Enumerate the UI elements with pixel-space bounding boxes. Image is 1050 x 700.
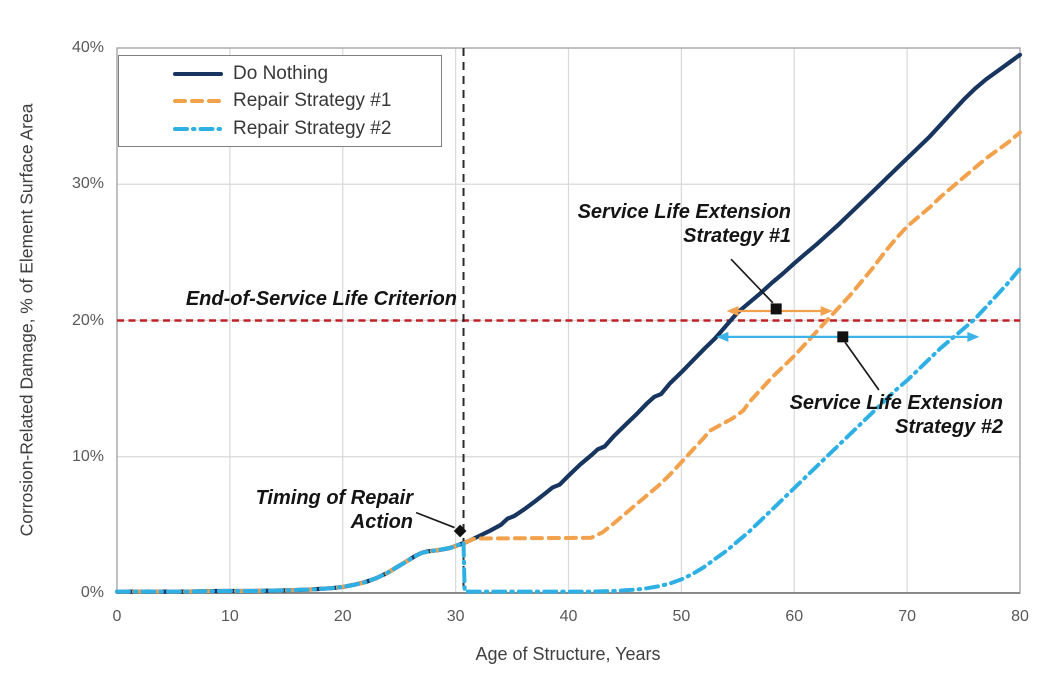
arrowhead-left-icon: [726, 305, 739, 316]
x-tick-label: 30: [446, 608, 465, 625]
dash-dot-line-swatch-icon: [173, 126, 223, 131]
x-tick-label: 0: [112, 608, 122, 625]
leader-line-sle2-leader: [844, 341, 880, 391]
dashed-line-swatch-icon: [173, 99, 223, 103]
annotation-text: Service Life Extension: [577, 201, 791, 223]
annotation-text: Strategy #2: [895, 416, 1003, 438]
leader-line-timing-leader: [415, 511, 455, 529]
x-tick-label: 60: [785, 608, 804, 625]
annotation-text: Timing of Repair: [255, 487, 413, 509]
legend-item-label: Do Nothing: [233, 62, 329, 84]
legend: Do Nothing Repair Strategy #1 Repair Str…: [118, 55, 442, 147]
annotation-timing-of-repair: Timing of Repair Action: [256, 486, 413, 534]
legend-item-label: Repair Strategy #1: [233, 90, 392, 111]
y-tick-label: 40%: [71, 39, 104, 56]
x-axis-title: Age of Structure, Years: [475, 644, 661, 664]
annotation-service-life-extension-1: Service Life Extension Strategy #1: [578, 200, 791, 248]
y-tick-label: 30%: [71, 175, 104, 193]
x-tick-label: 10: [220, 608, 239, 625]
arrowhead-left-icon: [716, 331, 729, 342]
annotation-text: End-of-Service Life Criterion: [185, 288, 457, 310]
x-tick-label: 80: [1011, 608, 1029, 625]
x-tick-label: 50: [672, 608, 691, 625]
x-tick-label: 20: [333, 608, 352, 625]
annotation-end-of-service-life: End-of-Service Life Criterion: [186, 287, 457, 311]
legend-item-repair-strategy-1: Repair Strategy #1: [119, 91, 441, 111]
annotation-text: Action: [350, 511, 413, 533]
y-axis-title: Corrosion-Related Damage, % of Element S…: [16, 103, 37, 537]
y-tick-label: 10%: [71, 447, 104, 465]
annotation-text: Service Life Extension: [789, 392, 1003, 414]
x-tick-label: 40: [559, 608, 578, 625]
legend-item-do-nothing: Do Nothing: [119, 62, 441, 84]
annotation-text: Strategy #1: [683, 225, 791, 247]
y-tick-label: 20%: [71, 311, 104, 329]
y-tick-label: 0%: [80, 584, 104, 601]
arrowhead-right-icon: [967, 331, 980, 342]
legend-item-repair-strategy-2: Repair Strategy #2: [119, 117, 441, 139]
marker-sle1-anchor: [770, 303, 782, 315]
legend-item-label: Repair Strategy #2: [233, 117, 392, 139]
solid-line-swatch-icon: [173, 71, 223, 76]
marker-sle2-anchor: [837, 331, 849, 343]
leader-line-sle1-leader: [730, 258, 774, 304]
series-repair-strategy-2: [115, 266, 1022, 594]
arrowhead-right-icon: [820, 305, 833, 316]
annotation-service-life-extension-2: Service Life Extension Strategy #2: [790, 391, 1003, 439]
x-tick-label: 70: [898, 608, 917, 625]
